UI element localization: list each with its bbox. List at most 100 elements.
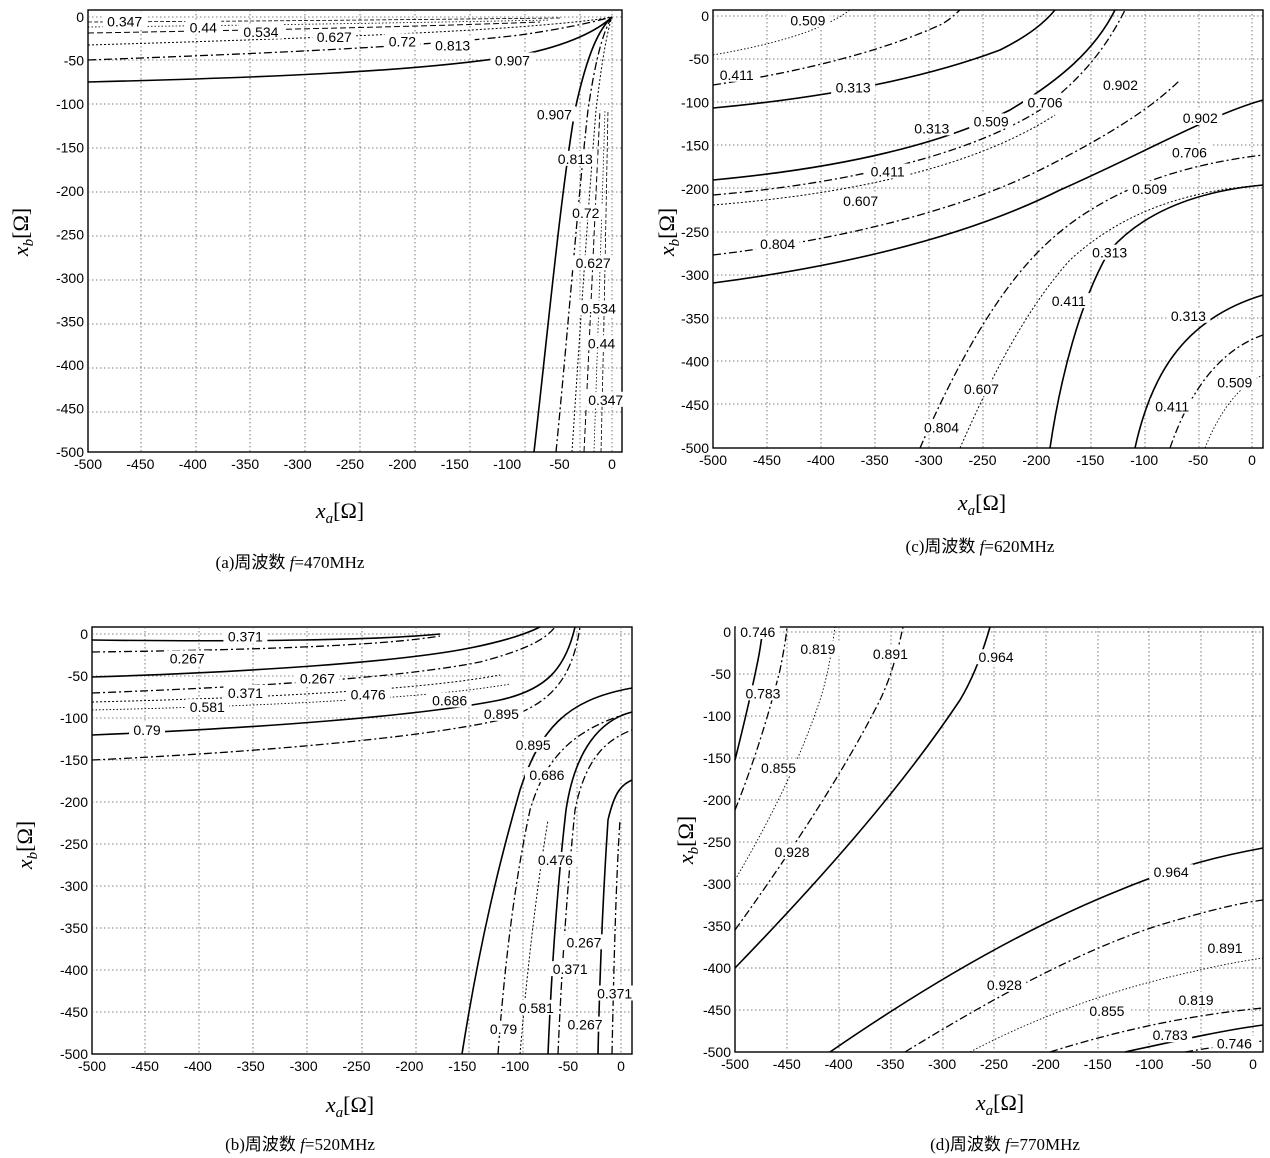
panel-b: 0.371 0.267 0.267 0.371 0.476 0.686 0.581 0.895…	[12, 626, 637, 1154]
contour-label-background	[769, 844, 814, 860]
contour-label-background	[524, 767, 569, 783]
contour-label-background	[563, 1016, 608, 1032]
grid	[713, 10, 1263, 448]
y-tick-label: -500	[60, 1046, 88, 1062]
contour-label: 0.907	[537, 106, 572, 122]
x-tick-label: -50	[549, 456, 569, 472]
y-tick-label: -150	[60, 752, 88, 768]
y-tick-label: -250	[56, 227, 84, 243]
contour-label-background	[1149, 864, 1194, 880]
x-tick-label: -350	[237, 1058, 265, 1074]
contour-label-background	[583, 335, 620, 351]
contour-label: 0.964	[979, 649, 1014, 665]
y-tick-label: -350	[56, 314, 84, 330]
contour-label-background	[974, 649, 1019, 665]
y-tick-label: -450	[56, 401, 84, 417]
x-tick-label: -450	[753, 452, 781, 468]
contour-label-background	[561, 934, 606, 950]
y-tick-label: -50	[64, 53, 84, 69]
contour-label: 0.371	[228, 629, 263, 645]
x-tick-label: -150	[1084, 1056, 1112, 1072]
x-tick-label: -400	[184, 1058, 212, 1074]
y-tick-label: -350	[703, 918, 731, 934]
contour-label: 0.347	[107, 13, 142, 29]
contour-label-background	[295, 670, 340, 686]
x-tick-label: -300	[928, 1056, 956, 1072]
contour-label: 0.928	[987, 977, 1022, 993]
contour-label: 0.891	[1208, 940, 1243, 956]
x-tick-label: -500	[78, 1058, 106, 1074]
contour-label-background	[479, 705, 524, 721]
contour-label-background	[714, 66, 759, 82]
y-axis-label: xb[Ω]	[8, 208, 37, 257]
contour-label-background	[427, 692, 472, 708]
contour-label: 0.267	[300, 671, 335, 687]
panel-caption: (b)周波数 f=520MHz	[225, 1135, 375, 1154]
grid	[735, 627, 1263, 1052]
contour-label-background	[1178, 109, 1223, 125]
contour-label: 0.813	[435, 38, 470, 54]
contour-label: 0.855	[1089, 1003, 1124, 1019]
contour-label-background	[129, 721, 166, 737]
x-tick-label: -250	[968, 452, 996, 468]
panel-a: 0.347 0.44 0.534 0.627 0.72 0.813 0.907 0.907 0.…	[8, 9, 628, 572]
y-tick-label: -100	[60, 710, 88, 726]
y-tick-label: -50	[68, 668, 88, 684]
y-tick-label: -200	[703, 792, 731, 808]
y-tick-label: 0	[723, 624, 731, 640]
y-tick-label: -300	[703, 876, 731, 892]
y-tick-label: -200	[681, 181, 709, 197]
contour-label-background	[868, 645, 913, 661]
y-tick-label: -250	[681, 224, 709, 240]
x-axis-label: xa[Ω]	[957, 490, 1006, 519]
contour-label: 0.746	[740, 624, 775, 640]
contour-label-background	[1167, 144, 1212, 160]
contour-label-background	[490, 52, 535, 68]
contour-label-background	[567, 204, 604, 220]
contour-label: 0.44	[588, 335, 615, 351]
contour-label: 0.907	[495, 53, 530, 69]
contour-label-background	[1203, 939, 1248, 955]
contour-label: 0.607	[843, 193, 878, 209]
contour-label-background	[795, 640, 840, 656]
y-tick-label: -200	[56, 183, 84, 199]
x-axis-label: xa[Ω]	[325, 1092, 374, 1121]
y-axis-label: xb[Ω]	[654, 208, 683, 257]
contour-label: 0.347	[588, 392, 623, 408]
contour-label: 0.581	[519, 1000, 554, 1016]
x-tick-label: -450	[126, 456, 154, 472]
y-tick-label: -250	[703, 834, 731, 850]
y-tick-label: -300	[56, 270, 84, 286]
x-tick-label: -250	[336, 456, 364, 472]
x-tick-label: -50	[1188, 452, 1208, 468]
contour-label-background	[1150, 398, 1195, 414]
x-tick-label: -350	[861, 452, 889, 468]
contour-label-background	[1212, 1035, 1257, 1051]
y-tick-label: -400	[703, 960, 731, 976]
x-axis-label: xa[Ω]	[975, 1090, 1024, 1119]
contour-label: 0.313	[914, 120, 949, 136]
contour-label: 0.509	[1217, 374, 1252, 390]
contour-label-background	[312, 29, 357, 45]
contour-label: 0.746	[1217, 1036, 1252, 1052]
contour-label-background	[1212, 374, 1257, 390]
contour-label: 0.313	[1092, 245, 1127, 261]
x-tick-label: 0	[1248, 452, 1256, 468]
x-ticks: -500 -450 -400 -350 -300 -250 -200 -150 -100 -50 0	[74, 456, 616, 472]
y-tick-label: -100	[703, 708, 731, 724]
contour-label: 0.804	[924, 419, 959, 435]
contour-label: 0.267	[566, 934, 601, 950]
contour-label: 0.855	[761, 760, 796, 776]
contour-label-background	[102, 13, 147, 29]
x-tick-label: -500	[74, 456, 102, 472]
contour-label: 0.804	[760, 236, 795, 252]
contour-label: 0.411	[1052, 293, 1086, 309]
y-ticks: 0 -50 -100 -150 -200 -250 -300 -350 -400 -450 -500	[60, 626, 88, 1062]
x-tick-label: -450	[773, 1056, 801, 1072]
y-tick-label: -200	[60, 794, 88, 810]
contour-label: 0.902	[1103, 77, 1138, 93]
y-ticks: 0 -50 -100 -150 -200 -250 -300 -350 -400 -450 -500	[56, 9, 84, 460]
contour-label: 0.79	[133, 722, 160, 738]
contour-label: 0.895	[484, 706, 519, 722]
